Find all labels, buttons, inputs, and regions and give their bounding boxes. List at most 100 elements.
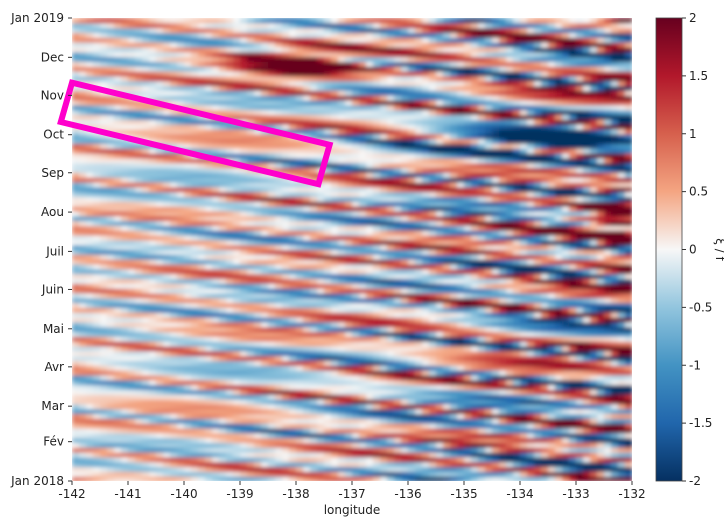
heatmap-cell [331, 389, 339, 395]
heatmap-cell [394, 268, 402, 275]
heatmap-cell [569, 389, 577, 395]
heatmap-cell [170, 365, 178, 371]
heatmap-cell [303, 447, 311, 453]
heatmap-cell [625, 239, 632, 246]
heatmap-cell [548, 254, 556, 260]
heatmap-cell [548, 466, 556, 472]
heatmap-cell [100, 355, 108, 362]
heatmap-cell [576, 191, 584, 198]
heatmap-cell [268, 239, 276, 246]
heatmap-cell [387, 268, 395, 275]
heatmap-cell [240, 466, 248, 472]
heatmap-cell [576, 210, 584, 217]
heatmap-cell [492, 259, 500, 265]
heatmap-cell [373, 389, 381, 395]
heatmap-cell [86, 288, 94, 294]
heatmap-cell [212, 196, 220, 202]
heatmap-cell [534, 259, 542, 265]
heatmap-cell [121, 476, 129, 481]
heatmap-cell [436, 278, 444, 284]
heatmap-cell [604, 230, 612, 236]
heatmap-cell [205, 360, 213, 366]
heatmap-cell [72, 350, 80, 357]
heatmap-cell [387, 196, 395, 202]
heatmap-cell [408, 254, 416, 260]
heatmap-cell [205, 244, 213, 251]
heatmap-cell [268, 345, 276, 352]
heatmap-cell [506, 471, 514, 477]
heatmap-cell [569, 268, 577, 275]
heatmap-cell [534, 321, 542, 328]
heatmap-cell [128, 341, 136, 347]
heatmap-cell [422, 336, 430, 342]
heatmap-cell [114, 447, 122, 453]
heatmap-cell [380, 307, 388, 313]
heatmap-cell [394, 263, 402, 270]
heatmap-cell [527, 220, 535, 226]
heatmap-cell [156, 374, 164, 381]
heatmap-cell [422, 263, 430, 270]
heatmap-cell [128, 239, 136, 246]
heatmap-cell [163, 273, 171, 280]
heatmap-cell [527, 215, 535, 222]
heatmap-cell [429, 374, 437, 381]
heatmap-cell [478, 370, 486, 376]
heatmap-cell [506, 230, 514, 236]
heatmap-cell [457, 374, 465, 381]
heatmap-cell [387, 206, 395, 212]
heatmap-cell [499, 360, 507, 366]
heatmap-cell [527, 452, 535, 458]
heatmap-cell [604, 432, 612, 439]
heatmap-cell [429, 466, 437, 472]
heatmap-cell [331, 461, 339, 468]
heatmap-cell [422, 365, 430, 371]
heatmap-cell [499, 345, 507, 352]
heatmap-cell [611, 249, 619, 255]
heatmap-cell [380, 370, 388, 376]
heatmap-cell [366, 471, 374, 477]
heatmap-cell [408, 292, 416, 299]
heatmap-cell [156, 230, 164, 236]
heatmap-cell [226, 312, 234, 318]
heatmap-cell [541, 413, 549, 419]
heatmap-cell [177, 263, 185, 270]
heatmap-cell [569, 403, 577, 410]
heatmap-cell [345, 288, 353, 294]
heatmap-cell [219, 239, 227, 246]
heatmap-cell [135, 283, 143, 289]
heatmap-cell [562, 191, 570, 198]
heatmap-cell [625, 341, 632, 347]
heatmap-cell [296, 196, 304, 202]
heatmap-cell [247, 288, 255, 294]
heatmap-cell [275, 317, 283, 323]
heatmap-cell [478, 181, 486, 188]
heatmap-cell [625, 210, 632, 217]
heatmap-cell [569, 423, 577, 429]
heatmap-cell [401, 186, 409, 193]
heatmap-cell [254, 336, 262, 342]
heatmap-cell [499, 355, 507, 362]
heatmap-cell [107, 321, 115, 328]
heatmap-cell [611, 239, 619, 246]
heatmap-cell [527, 317, 535, 323]
heatmap-cell [562, 341, 570, 347]
heatmap-cell [100, 476, 108, 481]
heatmap-cell [485, 418, 493, 424]
heatmap-cell [471, 297, 479, 304]
heatmap-cell [191, 278, 199, 284]
heatmap-cell [72, 321, 80, 328]
heatmap-cell [86, 220, 94, 226]
heatmap-cell [219, 259, 227, 265]
heatmap-cell [226, 259, 234, 265]
heatmap-cell [534, 326, 542, 333]
heatmap-cell [317, 447, 325, 453]
heatmap-cell [254, 235, 262, 241]
heatmap-cell [562, 399, 570, 405]
heatmap-cell [121, 461, 129, 468]
heatmap-cell [611, 288, 619, 294]
heatmap-cell [114, 288, 122, 294]
heatmap-cell [492, 254, 500, 260]
heatmap-cell [604, 471, 612, 477]
heatmap-cell [569, 442, 577, 448]
heatmap-cell [513, 374, 521, 381]
